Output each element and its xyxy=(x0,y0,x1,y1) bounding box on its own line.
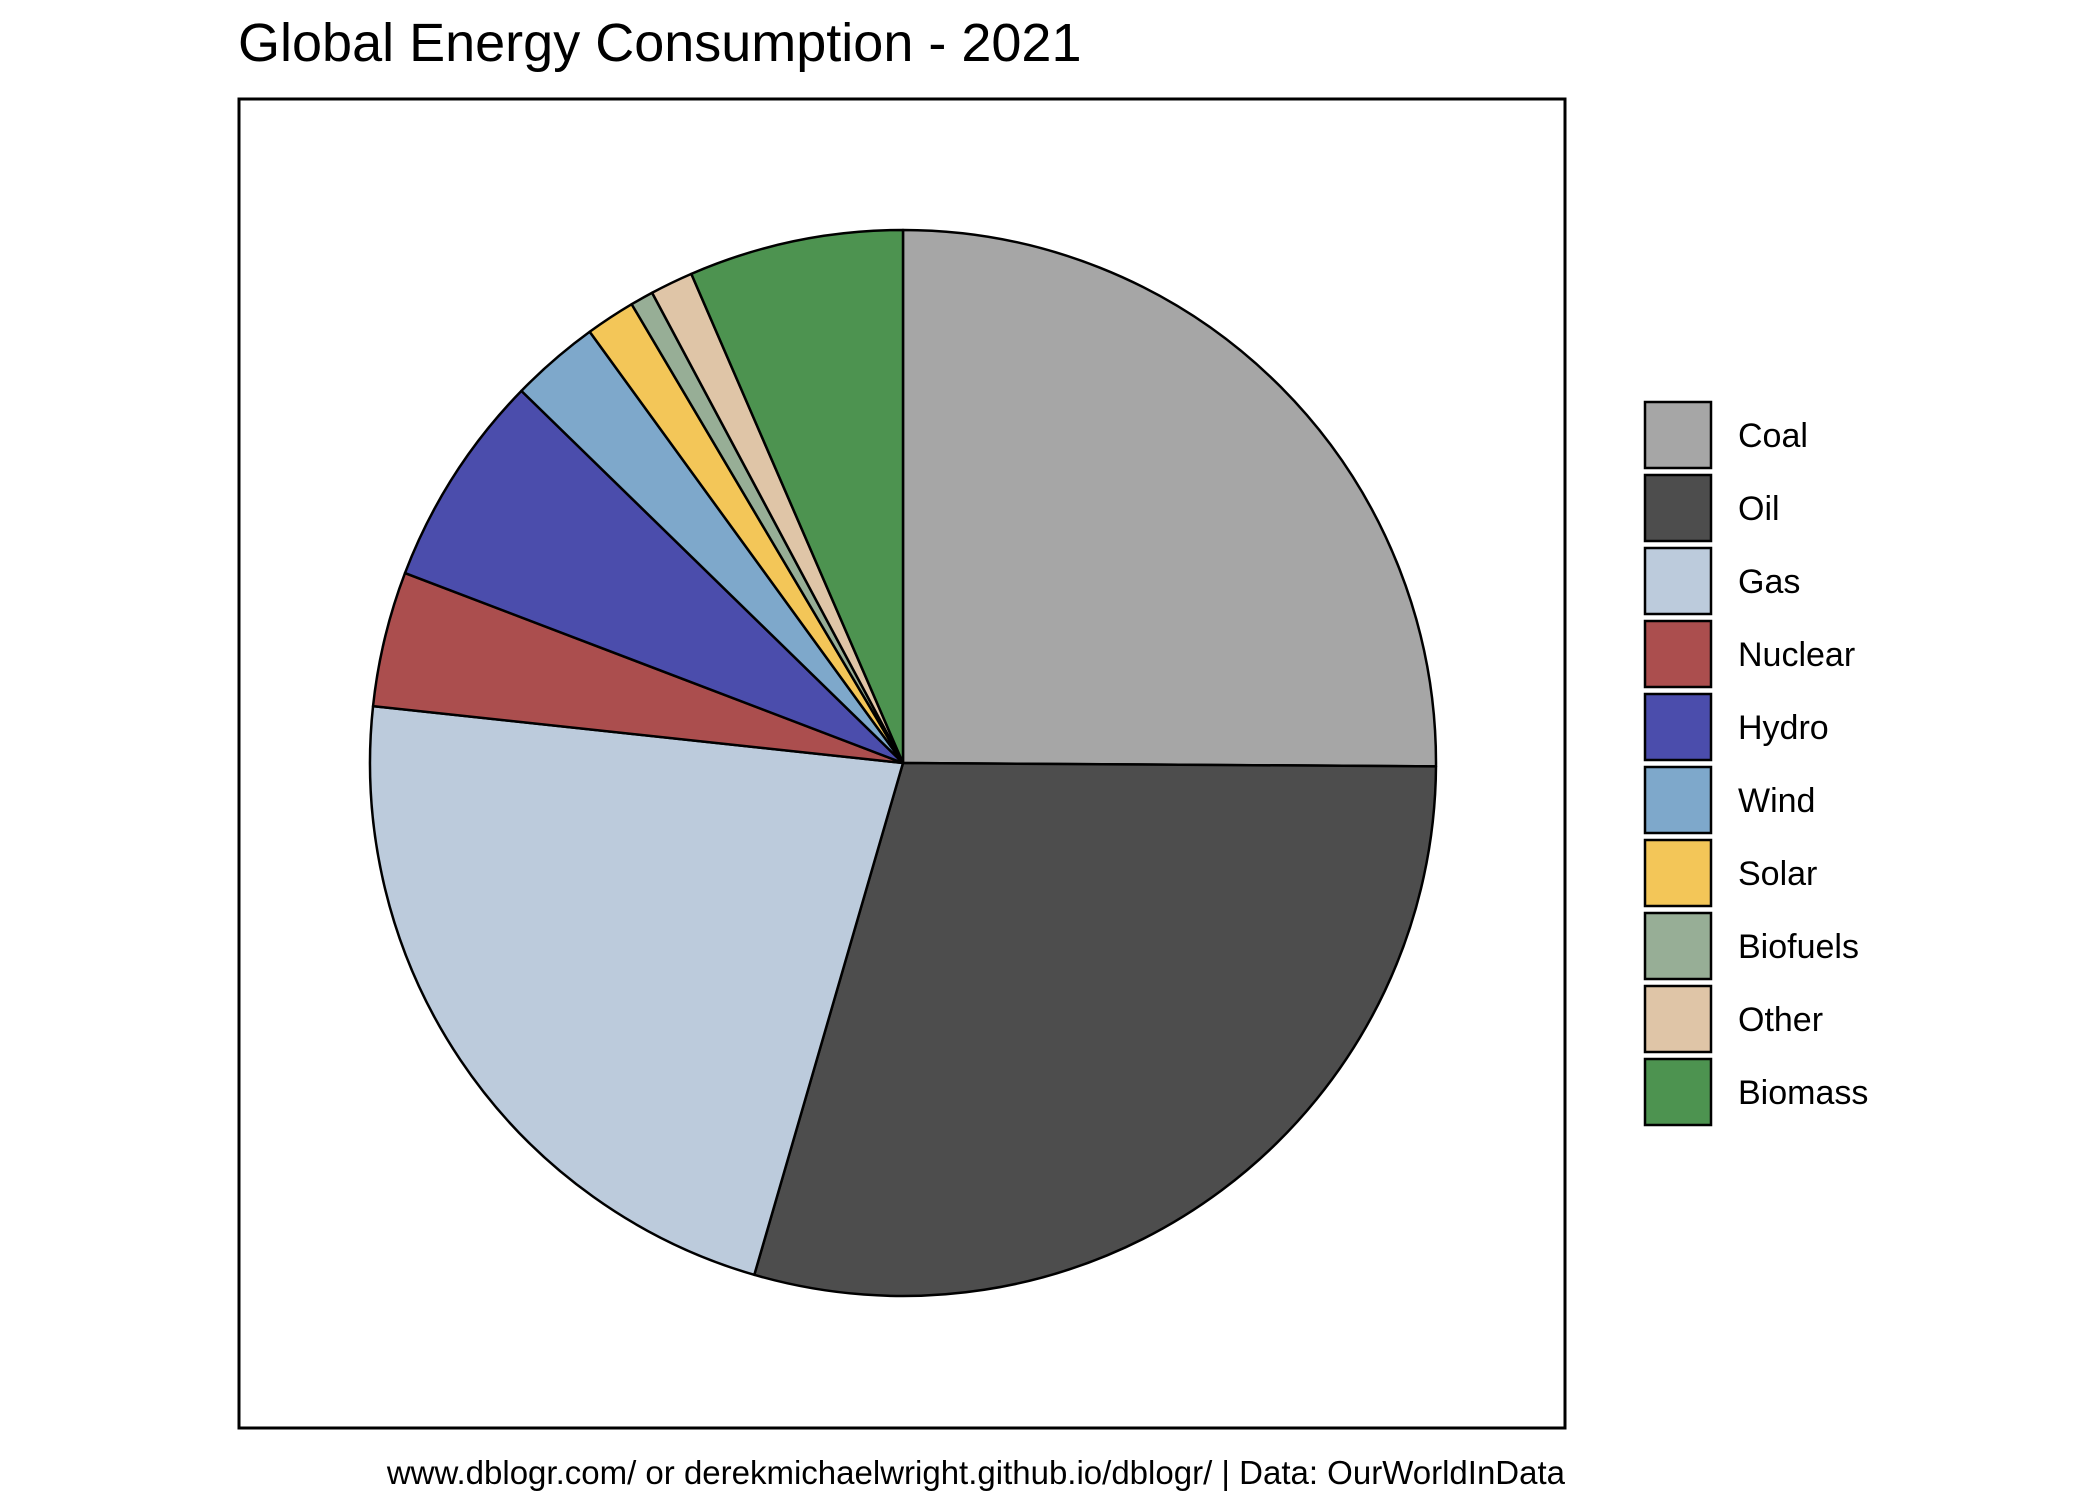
legend-label-hydro: Hydro xyxy=(1738,709,1829,747)
legend-key-coal xyxy=(1643,400,1713,470)
legend: Coal Oil Gas Nuclear Hydro Wind Solar Biofuels O… xyxy=(1643,400,1868,1127)
legend-label-solar: Solar xyxy=(1738,855,1817,893)
legend-key-other xyxy=(1643,984,1713,1054)
legend-label-other: Other xyxy=(1738,1001,1823,1039)
pie-slice-oil xyxy=(753,761,1438,1298)
legend-key-nuclear xyxy=(1643,619,1713,689)
chart-title: Global Energy Consumption - 2021 xyxy=(238,13,1082,73)
pie-slice-gas xyxy=(368,704,905,1277)
legend-key-biofuels xyxy=(1643,911,1713,981)
legend-key-gas xyxy=(1643,546,1713,616)
chart-caption: www.dblogr.com/ or derekmichaelwright.gi… xyxy=(386,1454,1566,1491)
legend-label-oil: Oil xyxy=(1738,490,1780,528)
legend-label-gas: Gas xyxy=(1738,563,1800,601)
legend-key-wind xyxy=(1643,765,1713,835)
legend-key-solar xyxy=(1643,838,1713,908)
pie-slice-hydro xyxy=(403,389,905,765)
legend-label-biofuels: Biofuels xyxy=(1738,928,1859,966)
pie-slice-coal xyxy=(901,228,1438,768)
legend-key-oil xyxy=(1643,473,1713,543)
legend-label-wind: Wind xyxy=(1738,782,1815,820)
legend-key-hydro xyxy=(1643,692,1713,762)
legend-label-coal: Coal xyxy=(1738,417,1808,455)
legend-label-nuclear: Nuclear xyxy=(1738,636,1855,674)
pie-slice-biomass xyxy=(690,228,905,765)
legend-label-biomass: Biomass xyxy=(1738,1074,1868,1112)
legend-key-biomass xyxy=(1643,1057,1713,1127)
pie-slices xyxy=(368,228,1438,1298)
